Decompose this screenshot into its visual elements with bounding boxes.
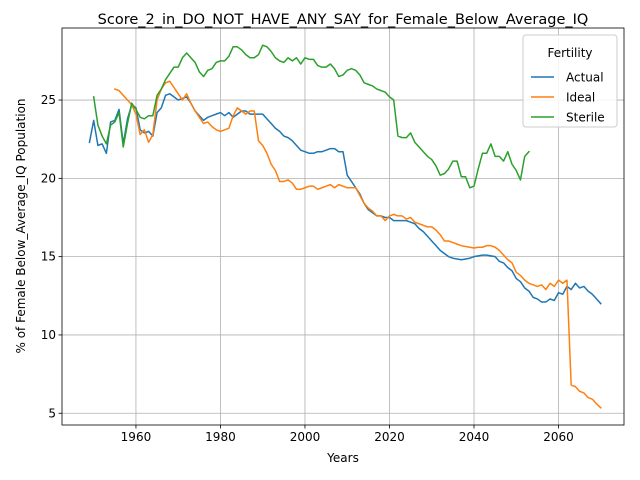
legend-label-actual: Actual [566,71,604,85]
x-tick-label: 2000 [290,430,321,444]
x-tick-label: 1960 [121,430,152,444]
series-line-actual [88,93,602,305]
series-line-ideal [113,80,602,409]
x-tick-label: 2020 [374,430,405,444]
legend-label-sterile: Sterile [566,111,605,125]
legend-items: Actual Ideal Sterile [531,71,605,125]
legend-label-ideal: Ideal [566,91,595,105]
x-tick-label: 1980 [205,430,236,444]
x-axis-label: Years [326,451,359,465]
y-tick-label: 20 [41,171,56,185]
x-axis-ticks: 1960 1980 2000 2020 2040 2060 [121,425,574,444]
legend-title: Fertility [547,46,592,60]
legend-box [522,34,618,128]
x-tick-label: 2040 [459,430,490,444]
x-tick-label: 2060 [543,430,574,444]
chart-title: Score_2_in_DO_NOT_HAVE_ANY_SAY_for_Femal… [98,12,589,28]
plot-frame [61,27,625,426]
series-line-sterile [92,44,530,189]
y-axis-ticks: 5 10 15 20 25 [41,93,62,420]
series-lines [88,44,602,409]
y-tick-label: 25 [41,93,56,107]
y-tick-label: 10 [41,328,56,342]
y-tick-label: 5 [48,406,56,420]
y-tick-label: 15 [41,250,56,264]
y-axis-label: % of Female Below_Average_IQ Population [14,98,28,353]
legend: Fertility Actual Ideal Sterile [522,34,618,128]
